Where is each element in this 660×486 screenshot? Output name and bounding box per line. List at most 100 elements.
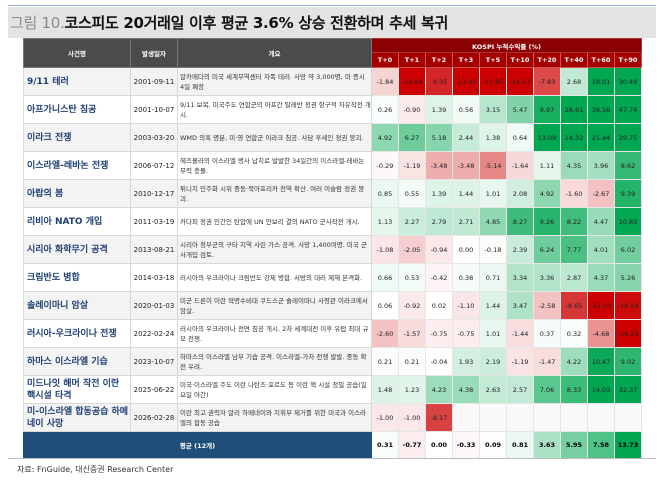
event-summary: 시리아 정부군의 구타 지역 사린 가스 공격. 사망 1,400여명. 미국 … [177,235,372,264]
return-cell: 6.24 [533,235,561,264]
event-date: 2020-01-03 [130,291,178,320]
return-cell: -5.14 [479,151,507,180]
return-cell: 9.26 [533,207,561,236]
return-cell: 10.47 [587,347,615,376]
event-name: 솔레이마니 암살 [23,291,131,320]
return-cell: 2.63 [479,375,507,404]
return-cell: 4.22 [560,347,588,376]
return-cell: 0.21 [398,347,426,376]
return-cell: -3.48 [425,151,453,180]
average-cell: 3.63 [533,431,561,459]
return-cell: 14.03 [587,375,615,404]
return-cell: -14.23 [613,319,643,348]
return-cell: -11.95 [479,67,507,96]
event-date: 2013-08-21 [130,235,178,264]
header-period: T+0 [371,52,399,68]
event-name: 미-이스라엘 합동공습 하메네이 사망 [23,403,131,432]
table-row: 아랍의 봄 2010-12-17 튀니지 민주화 시위 중동·북아프리카 전역 확산… [23,179,643,208]
return-cell: 2.39 [506,235,534,264]
event-name: 9/11 테러 [23,67,131,96]
return-cell [479,403,507,432]
event-date: 2001-10-07 [130,95,178,124]
return-cell: -0.94 [425,235,453,264]
header-period: T+60 [587,52,615,68]
return-cell: 8.33 [560,375,588,404]
event-summary: 하마스의 이스라엘 남부 기습 공격. 이스라엘-가자 전쟁 발발. 중동 확전… [177,347,372,376]
event-summary: WMD 의혹 명분, 미·영 연합군 이라크 침공. 사담 후세인 정권 붕괴. [177,123,372,152]
average-cell: 0.81 [506,431,534,459]
event-date: 2025-06-22 [130,375,178,404]
return-cell: -1.84 [371,67,399,96]
return-cell: 0.53 [398,263,426,292]
return-cell: 1.39 [425,179,453,208]
return-cell: -0.42 [425,263,453,292]
average-row: 평균 (12개) 0.31 -0.77 0.00 -0.33 0.09 0.81 3.63 5.… [23,431,643,459]
return-cell: 8.27 [506,207,534,236]
return-cell [587,403,615,432]
return-cell: -2.58 [533,291,561,320]
event-summary: 카다피 정권 민간인 탄압에 UN 안보리 결의 NATO 군사작전 개시. [177,207,372,236]
top-rule [8,5,656,6]
return-cell: 2.57 [506,375,534,404]
return-cell: 47.74 [613,95,643,124]
return-cell: 5.47 [506,95,534,124]
return-cell: 6.27 [398,123,426,152]
event-name: 시리아 화학무기 공격 [23,235,131,264]
return-cell: 9.39 [613,179,643,208]
return-cell [506,403,534,432]
return-cell [560,403,588,432]
return-cell: -1.10 [452,291,480,320]
return-cell: 0.32 [560,319,588,348]
return-cell: 0.00 [452,235,480,264]
header-period: T+90 [613,52,643,68]
average-cell: 5.95 [560,431,588,459]
return-cell: 1.38 [479,123,507,152]
event-date: 2003-03-20 [130,123,178,152]
average-cell: -0.77 [398,431,426,459]
event-summary: 알카에다의 미국 세계무역센터 자폭 테러. 사망 약 3,000명, 미 증시… [177,67,372,96]
return-cell: -8.65 [560,291,588,320]
return-cell: 10.83 [613,207,643,236]
return-cell: -12.43 [452,67,480,96]
return-cell: -0.04 [425,347,453,376]
return-cell: 8.62 [613,151,643,180]
return-cell: -2.60 [371,319,399,348]
return-cell: -9.35 [425,67,453,96]
return-cell: -14.27 [506,67,534,96]
table-row: 9/11 테러 2001-09-11 알카에다의 미국 세계무역센터 자폭 테러. … [23,67,643,96]
header-event: 사건명 [23,38,131,68]
header-period: T+40 [560,52,588,68]
table-row: 이라크 전쟁 2003-03-20 WMD 의혹 명분, 미·영 연합군 이라크 침… [23,123,643,152]
return-cell: 1.01 [479,179,507,208]
return-cell: -1.00 [371,403,399,432]
event-date: 2026-02-28 [130,403,178,432]
event-summary: 러시아의 우크라이나 크림반도 강제 병합. 서방의 대러 제재 본격화. [177,263,372,292]
header-date: 발생일자 [130,38,178,68]
return-cell: 1.11 [533,151,561,180]
return-cell: 4.38 [452,375,480,404]
header-period: T+5 [479,52,507,68]
event-summary: 헤즈볼라의 이스라엘 병사 납치로 발발한 34일간의 이스라엘-레바논 무력 … [177,151,372,180]
return-cell: 3.36 [533,263,561,292]
figure-title: 그림 10.코스피도 20거래일 이후 평균 3.6% 상승 전환하며 추세 복… [10,12,448,33]
event-date: 2023-10-07 [130,347,178,376]
event-name: 아프가니스탄 침공 [23,95,131,124]
return-cell: 38.56 [587,95,615,124]
return-cell [533,403,561,432]
return-cell: -1.00 [398,403,426,432]
event-summary: 미군 드론이 이란 혁명수비대 쿠드스군 솔레이마니 사령관 이라크에서 암살. [177,291,372,320]
event-date: 2022-02-24 [130,319,178,348]
event-name: 미드나잇 해머 작전 이란 핵시설 타격 [23,375,131,404]
return-cell: -0.92 [398,291,426,320]
event-date: 2010-12-17 [130,179,178,208]
return-cell: 2.68 [560,67,588,96]
figure-title-text: 코스피도 20거래일 이후 평균 3.6% 상승 전환하며 추세 복귀 [64,14,448,32]
return-cell: 0.55 [398,179,426,208]
return-cell: -1.47 [533,347,561,376]
return-cell: 18.01 [587,67,615,96]
return-cell: 4.47 [587,207,615,236]
event-summary: 튀니지 민주화 시위 중동·북아프리카 전역 확산. 여러 이슬람 정권 붕괴. [177,179,372,208]
average-cell: 0.31 [371,431,399,459]
return-cell: -10.54 [613,291,643,320]
return-cell: 14.32 [560,123,588,152]
